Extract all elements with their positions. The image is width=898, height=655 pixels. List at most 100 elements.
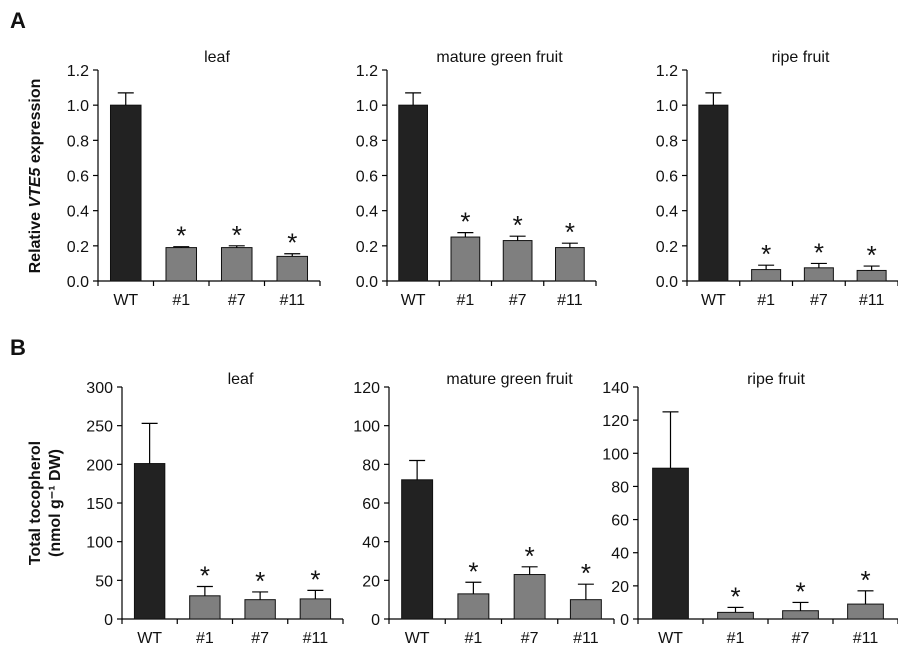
y-tick-label: 300 [86, 380, 113, 397]
bar-mutant [803, 267, 834, 282]
y-tick-label: 0.8 [356, 133, 378, 150]
bar-mutant [513, 574, 546, 620]
x-tick-label: #7 [810, 292, 828, 309]
charts: leaf 0.0 0.2 0.4 0.6 0.8 1.0 1.2 WT * #1 * #7 * #11 Rel… [27, 49, 898, 647]
chart-3: ripe fruit 0.0 0.2 0.4 0.6 0.8 1.0 1.2 WT * #1 * #7 *… [656, 49, 898, 309]
bar-mutant [717, 611, 754, 620]
significance-star: * [232, 220, 242, 250]
chart-4: leaf 0 50 100 150 200 250 300 WT * #1 * #7 * #11 Total … [27, 371, 344, 647]
x-tick-label: #1 [456, 292, 474, 309]
y-tick-label: 0.4 [656, 204, 678, 221]
chart-2: mature green fruit 0.0 0.2 0.4 0.6 0.8 1.0 1.2 W… [356, 49, 597, 309]
x-tick-label: #1 [172, 292, 190, 309]
chart-title: mature green fruit [436, 49, 563, 66]
y-tick-label: 0 [371, 612, 380, 629]
bar-wt [401, 479, 434, 620]
y-tick-label: 140 [602, 380, 629, 397]
x-tick-label: #1 [464, 630, 482, 647]
bar-mutant [457, 593, 490, 620]
x-tick-label: #7 [509, 292, 527, 309]
significance-star: * [565, 217, 575, 247]
panel-label-a: A [10, 8, 26, 33]
x-tick-label: #11 [853, 630, 879, 647]
chart-title: leaf [204, 49, 230, 66]
bar-mutant [276, 255, 309, 282]
x-tick-label: #11 [557, 292, 583, 309]
significance-star: * [255, 566, 265, 596]
x-tick-label: #7 [521, 630, 539, 647]
y-tick-label: 250 [86, 419, 113, 436]
y-tick-label: 0 [620, 612, 629, 629]
x-tick-label: WT [701, 292, 726, 309]
x-tick-label: #11 [859, 292, 885, 309]
chart-5: mature green fruit 0 20 40 60 80 100 120 WT * #1 * #… [353, 371, 615, 647]
y-tick-label: 1.2 [356, 63, 378, 80]
bar-mutant [751, 269, 782, 282]
y-tick-label: 0 [104, 612, 113, 629]
y-tick-label: 60 [362, 496, 380, 513]
chart-1: leaf 0.0 0.2 0.4 0.6 0.8 1.0 1.2 WT * #1 * #7 * #11 Rel… [27, 49, 321, 309]
significance-star: * [468, 556, 478, 586]
significance-star: * [795, 576, 805, 606]
significance-star: * [525, 541, 535, 571]
bar-mutant [502, 240, 533, 282]
y-tick-label: 0.0 [356, 274, 378, 291]
significance-star: * [460, 207, 470, 237]
chart-title: leaf [228, 371, 254, 388]
y-tick-label: 120 [602, 413, 629, 430]
y-tick-label: 100 [602, 446, 629, 463]
y-tick-label: 1.0 [356, 98, 378, 115]
y-tick-label: 150 [86, 496, 113, 513]
y-tick-label: 40 [362, 535, 380, 552]
y-tick-label: 1.0 [656, 98, 678, 115]
x-tick-label: #1 [727, 630, 745, 647]
y-tick-label: 0.6 [356, 169, 378, 186]
chart-title: ripe fruit [772, 49, 830, 66]
y-tick-label: 0.4 [67, 204, 89, 221]
chart-title: mature green fruit [446, 371, 573, 388]
x-tick-label: #7 [792, 630, 810, 647]
bar-mutant [189, 595, 221, 620]
y-tick-label: 50 [95, 573, 113, 590]
y-tick-label: 40 [611, 546, 629, 563]
significance-star: * [867, 240, 877, 270]
significance-star: * [814, 237, 824, 267]
panel-label-b: B [10, 335, 26, 360]
bar-wt [109, 104, 142, 282]
bar-mutant [165, 247, 198, 282]
y-tick-label: 0.4 [356, 204, 378, 221]
significance-star: * [730, 581, 740, 611]
bar-mutant [569, 599, 602, 620]
significance-star: * [287, 228, 297, 258]
y-tick-label: 1.2 [656, 63, 678, 80]
bar-mutant [450, 236, 481, 282]
y-tick-label: 0.2 [67, 239, 89, 256]
x-tick-label: #1 [757, 292, 775, 309]
y-axis-label-line: Total tocopherol [27, 441, 44, 565]
chart-title: ripe fruit [747, 371, 805, 388]
y-axis-label: Relative VTE5 expression [27, 79, 44, 274]
significance-star: * [860, 565, 870, 595]
bar-wt [133, 463, 166, 620]
y-tick-label: 20 [611, 579, 629, 596]
significance-star: * [581, 558, 591, 588]
significance-star: * [176, 221, 186, 251]
bar-mutant [847, 603, 884, 620]
x-tick-label: WT [405, 630, 430, 647]
bar-mutant [220, 247, 253, 282]
y-tick-label: 100 [353, 419, 380, 436]
x-tick-label: #11 [573, 630, 599, 647]
significance-star: * [200, 561, 210, 591]
bar-wt [652, 467, 689, 620]
x-tick-label: #1 [196, 630, 214, 647]
y-tick-label: 80 [362, 457, 380, 474]
y-tick-label: 0.6 [67, 169, 89, 186]
y-tick-label: 0.2 [356, 239, 378, 256]
significance-star: * [761, 239, 771, 269]
bar-mutant [782, 610, 819, 620]
bar-mutant [856, 269, 887, 282]
y-tick-label: 20 [362, 573, 380, 590]
bar-wt [698, 104, 729, 282]
y-tick-label: 0.6 [656, 169, 678, 186]
